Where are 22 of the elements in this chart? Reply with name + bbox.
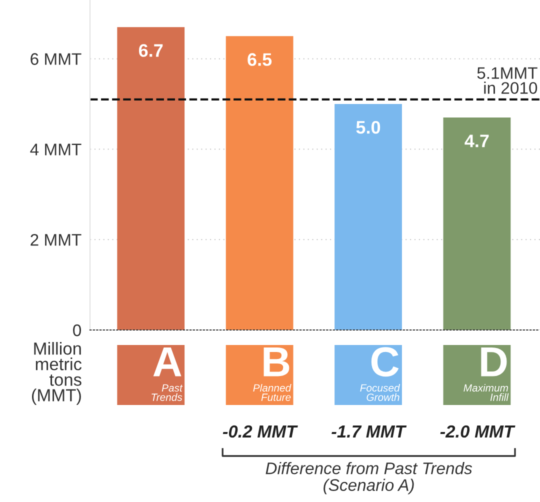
y-tick-label: 4 MMT — [30, 144, 82, 156]
y-axis-title: Million metric tons (MMT) — [32, 342, 82, 405]
y-tick-label: 0 — [73, 324, 82, 336]
data-label: 5.0 — [356, 120, 380, 134]
bar — [226, 36, 294, 330]
y-tick-label: 2 MMT — [30, 234, 82, 246]
data-label: 4.7 — [464, 134, 489, 148]
x-tick-label: B Planned Future — [253, 348, 292, 401]
text: -2.0 MMT — [440, 425, 516, 438]
y-tick-label: 6 MMT — [30, 53, 82, 65]
x-tick-label: D Maximum Infill — [464, 348, 509, 401]
data-label: 6.5 — [248, 53, 272, 66]
bar — [117, 27, 185, 330]
bar — [443, 118, 511, 330]
text: -0.2 MMT — [222, 425, 298, 438]
data-label: 6.7 — [138, 44, 163, 57]
bar — [334, 104, 402, 330]
text: Difference from Past Trends (Scenario A) — [266, 462, 472, 494]
x-tick-label: A Past Trends — [152, 348, 183, 401]
ref-line-label: 5.1MMT in 2010 — [477, 67, 538, 94]
text: -1.7 MMT — [332, 426, 407, 438]
x-tick-label: C Focused Growth — [360, 347, 400, 401]
